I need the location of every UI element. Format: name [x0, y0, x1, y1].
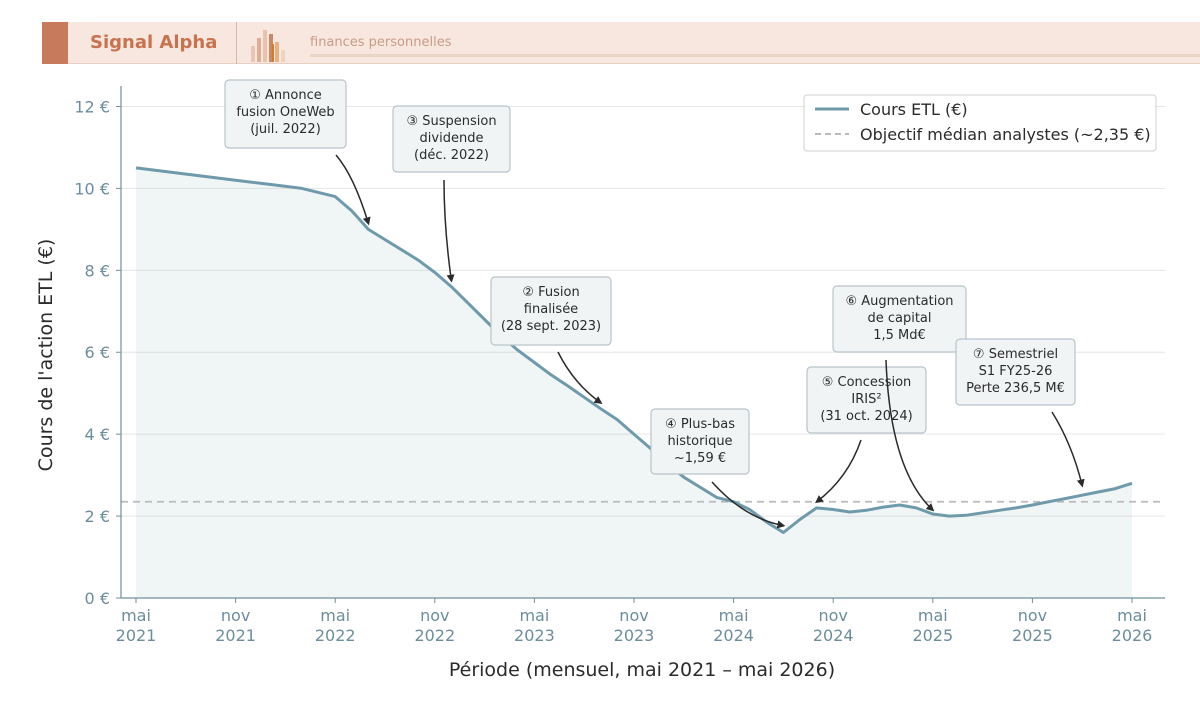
annotation-box: [806, 366, 927, 434]
x-axis-label: Période (mensuel, mai 2021 – mai 2026): [449, 659, 835, 681]
tagline: finances personnelles: [310, 35, 452, 50]
annotation-7: ⑦ Semestriel S1 FY25-26 Perte 236,5 M€: [955, 338, 1085, 488]
y-tick-labels: 0 € 2 € 4 € 6 € 8 € 10 € 12 €: [74, 97, 121, 608]
annotation-box: [490, 276, 612, 346]
tagline-rule: [310, 54, 1200, 57]
x-tick-label: mai 2026: [1112, 606, 1153, 645]
annotation-arrow: [1051, 411, 1085, 488]
x-tick-label: nov 2021: [215, 606, 256, 645]
legend-box: [803, 94, 1157, 152]
annotation-arrow: [335, 154, 371, 226]
annotation-5: ⑤ Concession IRIS² (31 oct. 2024): [806, 366, 927, 504]
y-tick-label: 12 €: [74, 97, 110, 116]
y-tick-label: 0 €: [85, 589, 110, 608]
y-tick-label: 4 €: [85, 425, 110, 444]
price-area: [136, 167, 1132, 598]
annotation-arrow: [443, 179, 455, 283]
annotation-text: ③ Suspension dividende (déc. 2022): [406, 114, 496, 163]
brand-color-block: [42, 22, 68, 64]
annotation-arrow: [711, 481, 786, 529]
x-tick-label: mai 2021: [116, 606, 157, 645]
x-tick-label: nov 2024: [813, 606, 854, 645]
annotation-box: [955, 338, 1076, 406]
legend-label-target: Objectif médian analystes (~2,35 €): [860, 125, 1151, 144]
x-tick-label: nov 2025: [1012, 606, 1053, 645]
annotation-box: [832, 285, 967, 353]
grid: [121, 105, 1165, 517]
annotation-box: [224, 79, 347, 149]
annotation-3: ② Fusion finalisée (28 sept. 2023): [490, 276, 612, 404]
legend: Cours ETL (€) Objectif médian analystes …: [803, 94, 1157, 152]
area-fill: [136, 167, 1132, 598]
annotation-arrow: [557, 351, 603, 404]
bar-chart-logo-icon: [251, 30, 285, 62]
price-line: [135, 166, 1133, 534]
y-tick-label: 8 €: [85, 261, 110, 280]
x-tick-label: mai 2025: [912, 606, 953, 645]
brand-name[interactable]: Signal Alpha: [90, 32, 218, 53]
annotation-box: [392, 105, 511, 173]
x-tick-label: nov 2023: [614, 606, 655, 645]
legend-label-price: Cours ETL (€): [860, 100, 968, 119]
annotation-6: ⑥ Augmentation de capital 1,5 Md€: [832, 285, 967, 512]
annotation-arrow: [885, 359, 935, 512]
x-tick-label: mai 2022: [315, 606, 356, 645]
series-line-layer: [135, 166, 1133, 534]
site-header: Signal Alpha finances personnelles: [42, 22, 1200, 64]
axes: [120, 86, 1165, 599]
annotation-text: ② Fusion finalisée (28 sept. 2023): [501, 285, 601, 334]
annotation-4: ④ Plus-bas historique ~1,59 €: [650, 408, 786, 529]
x-tick-labels: mai 2021 nov 2021 mai 2022 nov 2022 mai 2023 nov 20…: [116, 598, 1153, 645]
x-tick-label: nov 2022: [414, 606, 455, 645]
annotation-text: ⑥ Augmentation de capital 1,5 Md€: [845, 294, 953, 343]
y-tick-label: 10 €: [74, 179, 110, 198]
annotation-1: ① Annonce fusion OneWeb (juil. 2022): [224, 79, 371, 226]
y-tick-label: 2 €: [85, 507, 110, 526]
y-tick-label: 6 €: [85, 343, 110, 362]
annotation-text: ⑦ Semestriel S1 FY25-26 Perte 236,5 M€: [966, 347, 1065, 396]
x-tick-label: mai 2024: [713, 606, 754, 645]
annotation-2: ③ Suspension dividende (déc. 2022): [392, 105, 511, 283]
annotation-box: [650, 408, 750, 475]
annotation-text: ① Annonce fusion OneWeb (juil. 2022): [236, 88, 334, 137]
annotation-arrow: [815, 439, 862, 504]
x-tick-label: mai 2023: [514, 606, 555, 645]
annotation-text: ④ Plus-bas historique ~1,59 €: [665, 417, 735, 466]
annotation-text: ⑤ Concession IRIS² (31 oct. 2024): [820, 375, 912, 424]
header-divider: [236, 22, 237, 64]
y-axis-label: Cours de l'action ETL (€): [35, 239, 57, 472]
annotations: ① Annonce fusion OneWeb (juil. 2022) ③ Susp…: [224, 79, 1085, 529]
